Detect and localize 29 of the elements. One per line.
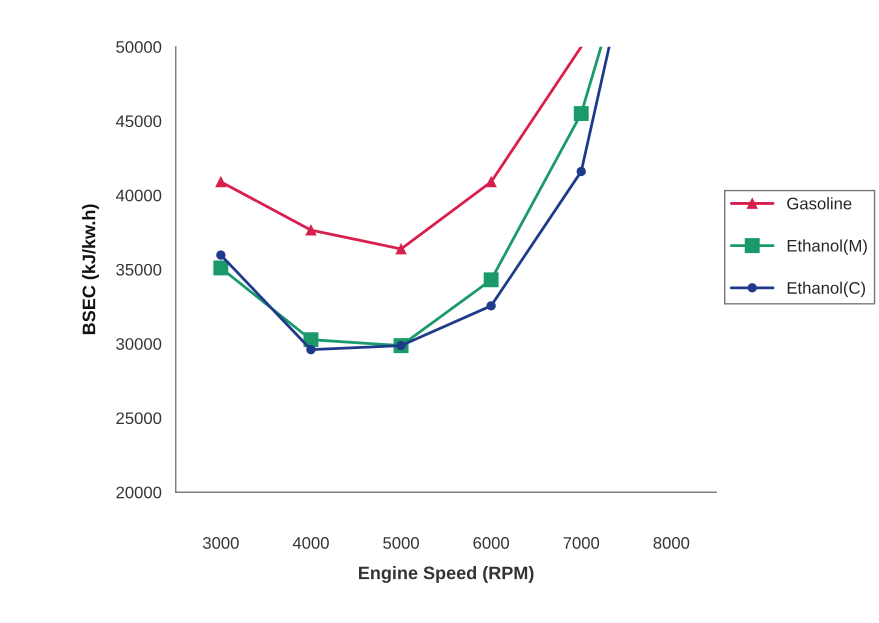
x-tick-label: 6000 (473, 537, 510, 549)
y-tick-label: 20000 (116, 486, 162, 498)
x-tick-label: 7000 (564, 537, 600, 549)
point (216, 250, 226, 260)
point (574, 106, 589, 122)
point (576, 166, 586, 176)
point (486, 301, 496, 311)
point (213, 260, 228, 276)
y-tick-label: 35000 (116, 264, 162, 276)
point (484, 272, 499, 288)
legend-label: Gasoline (787, 197, 852, 210)
x-tick-label: 4000 (292, 537, 329, 549)
x-tick-label: 3000 (202, 537, 239, 549)
point (306, 224, 316, 236)
y-tick-label: 40000 (116, 190, 162, 202)
y-tick-label: 30000 (116, 338, 162, 350)
legend-label: Ethanol(C) (788, 282, 866, 298)
x-axis-title: Engine Speed (RPM) (359, 566, 534, 583)
y-tick-label: 50000 (116, 41, 162, 53)
y-tick-label: 25000 (116, 412, 162, 424)
point (215, 176, 226, 188)
legend-label: Ethanol(M) (788, 239, 867, 255)
x-tick-label: 8000 (654, 537, 690, 549)
y-tick-label: 45000 (116, 115, 162, 128)
point (306, 344, 316, 354)
y-axis-title: BSEC (kJ/kw.h) (82, 204, 99, 334)
x-tick-label: 5000 (383, 537, 419, 549)
point (396, 244, 406, 254)
point (486, 176, 497, 188)
